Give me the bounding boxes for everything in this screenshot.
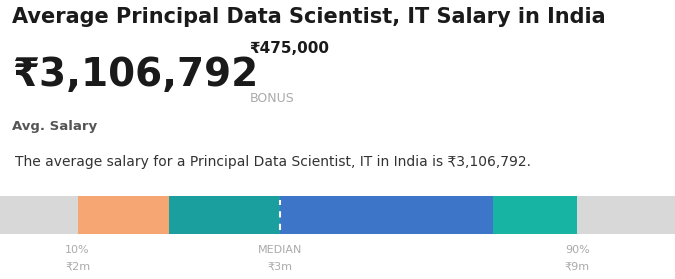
Bar bbox=[78, 196, 169, 234]
Text: Average Principal Data Scientist, IT Salary in India: Average Principal Data Scientist, IT Sal… bbox=[12, 8, 605, 27]
Text: ₹2m: ₹2m bbox=[65, 261, 90, 271]
Bar bbox=[169, 196, 280, 234]
Bar bbox=[280, 196, 493, 234]
Text: ₹9m: ₹9m bbox=[564, 261, 590, 271]
Text: ₹475,000: ₹475,000 bbox=[250, 41, 330, 56]
Text: The average salary for a Principal Data Scientist, IT in India is ₹3,106,792.: The average salary for a Principal Data … bbox=[15, 155, 531, 169]
Text: Avg. Salary: Avg. Salary bbox=[12, 120, 97, 133]
Bar bbox=[577, 196, 675, 234]
Text: MEDIAN: MEDIAN bbox=[258, 245, 302, 255]
Text: 90%: 90% bbox=[565, 245, 589, 255]
Text: ₹3m: ₹3m bbox=[267, 261, 293, 271]
Bar bbox=[0, 196, 78, 234]
Text: 10%: 10% bbox=[65, 245, 90, 255]
Text: BONUS: BONUS bbox=[250, 92, 294, 105]
Text: ₹3,106,792: ₹3,106,792 bbox=[12, 56, 259, 94]
Bar bbox=[493, 196, 577, 234]
